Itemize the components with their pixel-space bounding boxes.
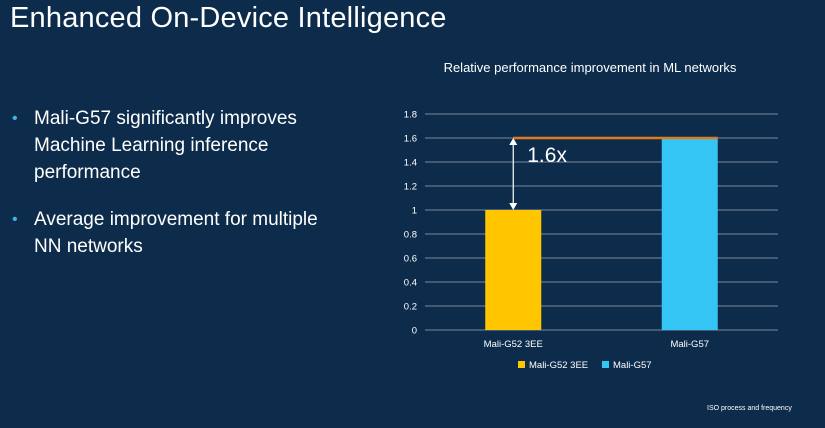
y-tick-label: 1.4 <box>404 158 417 169</box>
y-tick-label: 1.8 <box>404 110 417 121</box>
bullet-item: • Average improvement for multiple NN ne… <box>12 206 342 260</box>
bar <box>661 138 718 330</box>
y-tick-label: 0.8 <box>404 230 417 241</box>
chart-svg: 0 0.2 0.4 0.6 0.8 1 1.2 1.4 1.6 1.8 Mali-G52 3EE Ma… <box>404 110 778 371</box>
bullet-text: Average improvement for multiple NN netw… <box>34 209 318 257</box>
legend-swatch <box>518 361 525 368</box>
y-tick-label: 1 <box>412 206 417 217</box>
y-tick-label: 1.6 <box>404 134 417 145</box>
bullet-dot-icon: • <box>12 211 18 228</box>
bullet-item: • Mali-G57 significantly improves Machin… <box>12 105 342 186</box>
annotation-label: 1.6x <box>527 144 567 167</box>
legend-label: Mali-G52 3EE <box>529 360 588 371</box>
y-tick-label: 0 <box>412 326 417 337</box>
slide-title: Enhanced On-Device Intelligence <box>10 2 447 34</box>
bar <box>485 210 542 330</box>
legend-swatch <box>602 361 609 368</box>
legend-label: Mali-G57 <box>613 360 652 371</box>
x-tick-label: Mali-G57 <box>670 339 709 350</box>
y-tick-label: 0.2 <box>404 302 417 313</box>
arrow-up-icon <box>509 138 518 145</box>
y-tick-label: 1.2 <box>404 182 417 193</box>
bar-chart: Relative performance improvement in ML n… <box>390 58 800 388</box>
bullet-text: Mali-G57 significantly improves Machine … <box>34 108 297 183</box>
y-tick-label: 0.6 <box>404 254 417 265</box>
arrow-down-icon <box>509 203 518 210</box>
bullet-list: • Mali-G57 significantly improves Machin… <box>12 105 342 280</box>
footnote: ISO process and frequency <box>707 405 792 412</box>
chart-title: Relative performance improvement in ML n… <box>443 60 737 75</box>
bullet-dot-icon: • <box>12 110 18 127</box>
x-tick-label: Mali-G52 3EE <box>484 339 543 350</box>
y-tick-label: 0.4 <box>404 278 417 289</box>
